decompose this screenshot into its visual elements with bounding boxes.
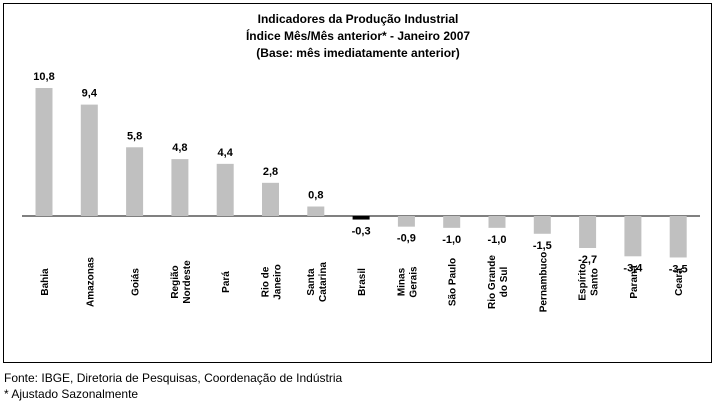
bar-0 [35,88,53,216]
category-label-5-line-1: Rio de [261,266,272,297]
category-label-10-line-1: Rio Grande [487,255,498,309]
value-label-12: -2,7 [578,254,597,266]
category-label-9-line-1: São Paulo [448,258,459,306]
category-label-14: Ceará [674,268,685,296]
value-label-6: 0,8 [308,190,323,202]
bar-7 [352,216,370,220]
bar-8 [397,216,415,227]
category-label-12-line-2: Santo [590,268,601,296]
category-label-6: Santa Catarina [306,262,329,302]
bar-9 [443,216,461,228]
category-label-7: Brasil [357,268,368,296]
chart-title-line-1: Indicadores da Produção Industrial [258,12,459,26]
value-label-13: -3,4 [623,262,643,274]
bar-13 [624,216,642,257]
seasonal-adjustment-note: * Ajustado Sazonalmente [4,387,139,401]
category-label-2: Goiás [131,268,142,296]
category-label-11: Pernambuco [538,252,549,313]
bar-12 [579,216,597,248]
category-label-3-line-2: Nordeste [182,260,193,304]
bar-3 [171,159,189,216]
category-label-12: Espírito Santo [578,263,601,300]
bar-1 [80,104,98,216]
category-label-8: Minas Gerais [396,266,419,298]
category-label-8-line-2: Gerais [408,266,419,298]
bar-5 [262,182,279,216]
category-label-10-line-2: do Sul [499,267,510,298]
category-label-10: Rio Grande do Sul [487,255,510,309]
value-label-1: 9,4 [82,88,98,100]
category-label-13-line-1: Paraná [629,265,640,299]
category-label-11-line-1: Pernambuco [538,252,549,313]
category-label-0-line-1: Bahia [40,268,51,296]
category-label-2-line-1: Goiás [131,268,142,296]
category-label-13: Paraná [629,265,640,299]
category-label-4-line-1: Pará [221,271,232,293]
bar-14 [669,216,687,258]
category-label-3: Região Nordeste [170,260,193,304]
bar-4 [216,163,234,216]
bar-2 [126,147,144,216]
category-label-4: Pará [221,271,232,293]
value-label-14: -3,5 [669,263,688,275]
category-label-14-line-1: Ceará [674,268,685,296]
category-label-0: Bahia [40,268,51,296]
category-label-1: Amazonas [85,257,96,307]
value-label-5: 2,8 [263,166,278,178]
value-label-7: -0,3 [352,226,371,238]
category-label-1-line-1: Amazonas [85,257,96,307]
value-label-10: -1,0 [488,234,507,246]
value-label-4: 4,4 [218,147,234,159]
category-label-12-line-1: Espírito [578,263,589,300]
value-label-9: -1,0 [442,234,461,246]
value-label-2: 5,8 [127,130,142,142]
chart-title-line-2: Índice Mês/Mês anterior* - Janeiro 2007 [246,28,470,43]
category-label-8-line-1: Minas [396,267,407,296]
bar-6 [307,206,325,216]
chart-title-line-3: (Base: mês imediatamente anterior) [256,46,459,60]
category-label-5-line-2: Janeiro [273,264,284,300]
bar-chart: Indicadores da Produção Industrial Índice… [22,12,700,313]
category-label-3-line-1: Região [170,265,181,298]
value-label-8: -0,9 [397,233,416,245]
bar-10 [488,216,506,228]
category-label-6-line-1: Santa [306,268,317,296]
value-label-11: -1,5 [533,240,552,252]
category-label-6-line-2: Catarina [318,262,329,302]
category-label-5: Rio de Janeiro [261,264,284,300]
value-label-0: 10,8 [33,71,54,83]
value-label-3: 4,8 [172,142,187,154]
category-label-7-line-1: Brasil [357,268,368,296]
chart-frame: Indicadores da Produção Industrial Índice… [3,3,712,363]
category-label-9: São Paulo [448,258,459,306]
bar-11 [533,216,551,234]
source-note: Fonte: IBGE, Diretoria de Pesquisas, Coo… [4,371,343,385]
